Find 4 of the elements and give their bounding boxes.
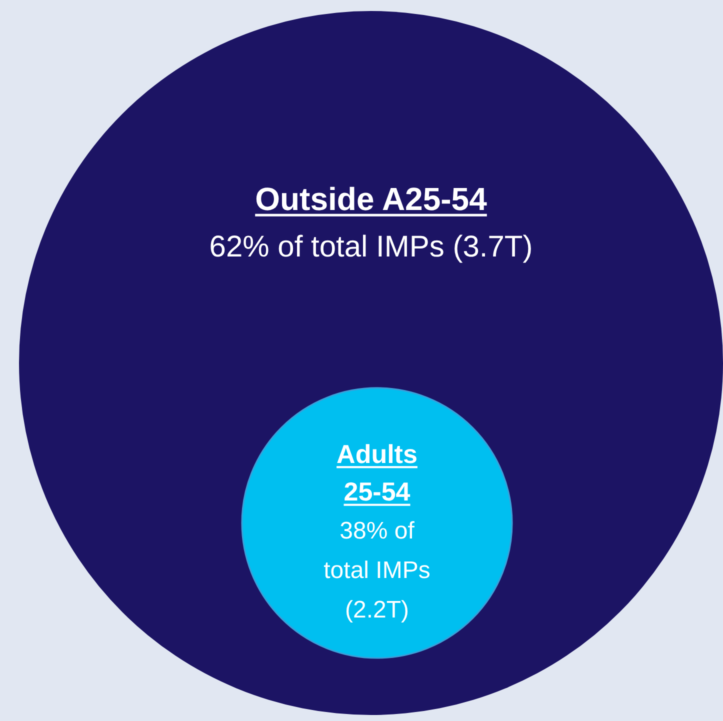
- category-label: Outside A25-54: [255, 181, 488, 217]
- data-label: 38% of total IMPs (2.2T): [324, 517, 430, 624]
- data-label: 62% of total IMPs (3.7T): [209, 230, 533, 264]
- category-label: Adults 25-54: [336, 438, 418, 507]
